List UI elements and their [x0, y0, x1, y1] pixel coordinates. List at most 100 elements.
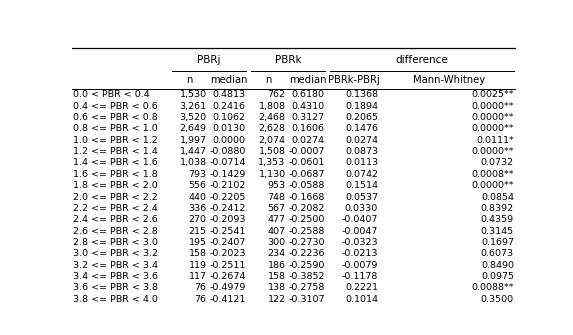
- Text: 0.1062: 0.1062: [213, 113, 246, 122]
- Text: -0.0213: -0.0213: [342, 249, 378, 258]
- Text: 2,649: 2,649: [179, 124, 207, 133]
- Text: 0.1606: 0.1606: [292, 124, 325, 133]
- Text: 1,808: 1,808: [258, 102, 286, 111]
- Text: 0.0000**: 0.0000**: [472, 113, 514, 122]
- Text: 0.2416: 0.2416: [213, 102, 246, 111]
- Text: 1.6 <= PBR < 1.8: 1.6 <= PBR < 1.8: [73, 170, 158, 179]
- Text: PBRj: PBRj: [197, 55, 221, 65]
- Text: 76: 76: [195, 295, 207, 304]
- Text: -0.0047: -0.0047: [342, 226, 378, 236]
- Text: 336: 336: [189, 204, 207, 213]
- Text: 0.8392: 0.8392: [481, 204, 514, 213]
- Text: -0.2674: -0.2674: [209, 272, 246, 281]
- Text: 0.0274: 0.0274: [292, 136, 325, 145]
- Text: -0.3107: -0.3107: [288, 295, 325, 304]
- Text: -0.0323: -0.0323: [342, 238, 378, 247]
- Text: 158: 158: [268, 272, 286, 281]
- Text: 0.0 < PBR < 0.4: 0.0 < PBR < 0.4: [73, 90, 150, 99]
- Text: 0.4 <= PBR < 0.6: 0.4 <= PBR < 0.6: [73, 102, 158, 111]
- Text: 186: 186: [268, 261, 286, 270]
- Text: 122: 122: [268, 295, 286, 304]
- Text: 0.6 <= PBR < 0.8: 0.6 <= PBR < 0.8: [73, 113, 158, 122]
- Text: 0.0008**: 0.0008**: [472, 170, 514, 179]
- Text: 119: 119: [189, 261, 207, 270]
- Text: 1.4 <= PBR < 1.6: 1.4 <= PBR < 1.6: [73, 158, 158, 168]
- Text: 1,447: 1,447: [179, 147, 207, 156]
- Text: 0.0130: 0.0130: [213, 124, 246, 133]
- Text: -0.2511: -0.2511: [209, 261, 246, 270]
- Text: 1.0 <= PBR < 1.2: 1.0 <= PBR < 1.2: [73, 136, 158, 145]
- Text: 158: 158: [189, 249, 207, 258]
- Text: -0.0601: -0.0601: [288, 158, 325, 168]
- Text: -0.2102: -0.2102: [209, 181, 246, 190]
- Text: 3.2 <= PBR < 3.4: 3.2 <= PBR < 3.4: [73, 261, 158, 270]
- Text: 2.8 <= PBR < 3.0: 2.8 <= PBR < 3.0: [73, 238, 158, 247]
- Text: median: median: [289, 75, 327, 85]
- Text: -0.1668: -0.1668: [288, 193, 325, 202]
- Text: 1,130: 1,130: [258, 170, 286, 179]
- Text: 0.1368: 0.1368: [345, 90, 378, 99]
- Text: 2.2 <= PBR < 2.4: 2.2 <= PBR < 2.4: [73, 204, 158, 213]
- Text: 138: 138: [268, 283, 286, 292]
- Text: -0.1178: -0.1178: [342, 272, 378, 281]
- Text: 0.0000**: 0.0000**: [472, 124, 514, 133]
- Text: -0.1429: -0.1429: [209, 170, 246, 179]
- Text: 0.0000**: 0.0000**: [472, 181, 514, 190]
- Text: 477: 477: [268, 215, 286, 224]
- Text: -0.0714: -0.0714: [209, 158, 246, 168]
- Text: 2.6 <= PBR < 2.8: 2.6 <= PBR < 2.8: [73, 226, 158, 236]
- Text: Mann-Whitney: Mann-Whitney: [413, 75, 485, 85]
- Text: -0.2407: -0.2407: [209, 238, 246, 247]
- Text: 0.4813: 0.4813: [213, 90, 246, 99]
- Text: 1,530: 1,530: [179, 90, 207, 99]
- Text: 0.0975: 0.0975: [481, 272, 514, 281]
- Text: 270: 270: [189, 215, 207, 224]
- Text: 0.3127: 0.3127: [292, 113, 325, 122]
- Text: -0.0687: -0.0687: [288, 170, 325, 179]
- Text: 0.1894: 0.1894: [345, 102, 378, 111]
- Text: 1,038: 1,038: [179, 158, 207, 168]
- Text: -0.2236: -0.2236: [288, 249, 325, 258]
- Text: 0.6180: 0.6180: [292, 90, 325, 99]
- Text: PBRk: PBRk: [274, 55, 301, 65]
- Text: 0.2065: 0.2065: [345, 113, 378, 122]
- Text: -0.3852: -0.3852: [288, 272, 325, 281]
- Text: 0.0000**: 0.0000**: [472, 102, 514, 111]
- Text: 0.0111*: 0.0111*: [476, 136, 514, 145]
- Text: 2,628: 2,628: [258, 124, 286, 133]
- Text: 0.0274: 0.0274: [345, 136, 378, 145]
- Text: n: n: [265, 75, 272, 85]
- Text: -0.2205: -0.2205: [209, 193, 246, 202]
- Text: 3.4 <= PBR < 3.6: 3.4 <= PBR < 3.6: [73, 272, 158, 281]
- Text: 0.1014: 0.1014: [345, 295, 378, 304]
- Text: n: n: [186, 75, 193, 85]
- Text: -0.0407: -0.0407: [342, 215, 378, 224]
- Text: difference: difference: [395, 55, 449, 65]
- Text: 567: 567: [268, 204, 286, 213]
- Text: 0.3145: 0.3145: [481, 226, 514, 236]
- Text: -0.0079: -0.0079: [342, 261, 378, 270]
- Text: 748: 748: [268, 193, 286, 202]
- Text: 3.6 <= PBR < 3.8: 3.6 <= PBR < 3.8: [73, 283, 158, 292]
- Text: 0.2221: 0.2221: [345, 283, 378, 292]
- Text: -0.4121: -0.4121: [209, 295, 246, 304]
- Text: 0.4359: 0.4359: [481, 215, 514, 224]
- Text: 793: 793: [189, 170, 207, 179]
- Text: 117: 117: [189, 272, 207, 281]
- Text: 0.0330: 0.0330: [345, 204, 378, 213]
- Text: 215: 215: [189, 226, 207, 236]
- Text: -0.2758: -0.2758: [288, 283, 325, 292]
- Text: 0.0000**: 0.0000**: [472, 147, 514, 156]
- Text: -0.0880: -0.0880: [209, 147, 246, 156]
- Text: 76: 76: [195, 283, 207, 292]
- Text: 234: 234: [268, 249, 286, 258]
- Text: 0.0873: 0.0873: [345, 147, 378, 156]
- Text: 195: 195: [189, 238, 207, 247]
- Text: 1,997: 1,997: [179, 136, 207, 145]
- Text: -0.2500: -0.2500: [288, 215, 325, 224]
- Text: 0.6073: 0.6073: [481, 249, 514, 258]
- Text: 0.0742: 0.0742: [345, 170, 378, 179]
- Text: 556: 556: [189, 181, 207, 190]
- Text: 0.1476: 0.1476: [345, 124, 378, 133]
- Text: 0.8 <= PBR < 1.0: 0.8 <= PBR < 1.0: [73, 124, 158, 133]
